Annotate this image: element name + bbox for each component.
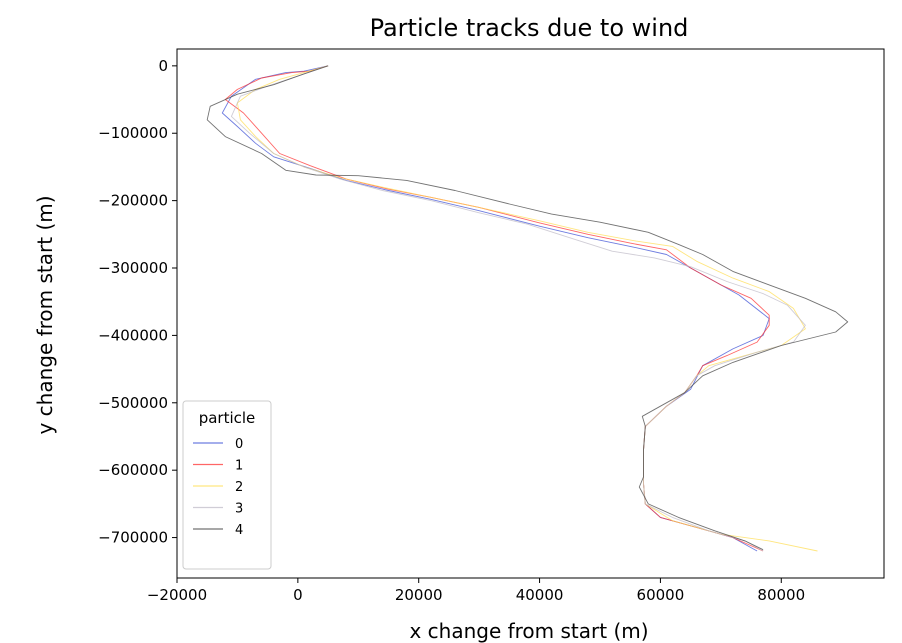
y-tick-label: −700000: [98, 529, 168, 547]
y-tick-label: −500000: [98, 394, 168, 412]
plot-frame: [176, 48, 885, 579]
x-axis: −20000 0 20000 40000 60000 80000: [147, 578, 805, 604]
series-line-0: [221, 65, 770, 552]
y-tick-label: −200000: [98, 192, 168, 210]
legend-label-4: 4: [235, 523, 243, 538]
y-tick-label: −600000: [98, 461, 168, 479]
x-tick-label: −20000: [147, 586, 207, 604]
x-axis-label: x change from start (m): [409, 619, 648, 643]
x-tick-label: 20000: [395, 586, 443, 604]
legend-label-0: 0: [235, 437, 243, 452]
y-tick-label: −100000: [98, 124, 168, 142]
y-tick-label: −300000: [98, 259, 168, 277]
x-tick-label: 60000: [637, 586, 685, 604]
y-tick-label: 0: [158, 57, 168, 75]
series-line-4: [206, 65, 849, 551]
series-line-1: [224, 65, 770, 552]
legend-title: particle: [199, 409, 256, 427]
x-tick-label: 80000: [757, 586, 805, 604]
legend-label-1: 1: [235, 459, 243, 474]
legend: particle 0 1 2 3 4: [182, 400, 272, 570]
chart-title: Particle tracks due to wind: [370, 14, 689, 42]
y-tick-label: −400000: [98, 326, 168, 344]
y-axis: 0 −100000 −200000 −300000 −400000 −500000 −600…: [98, 57, 177, 547]
legend-label-2: 2: [235, 480, 243, 495]
y-axis-label: y change from start (m): [33, 195, 57, 434]
series-line-3: [230, 65, 806, 552]
x-tick-label: 40000: [516, 586, 564, 604]
x-tick-label: 0: [293, 586, 303, 604]
plot-area: [176, 48, 885, 579]
legend-label-3: 3: [235, 502, 243, 517]
series-line-2: [236, 65, 818, 552]
